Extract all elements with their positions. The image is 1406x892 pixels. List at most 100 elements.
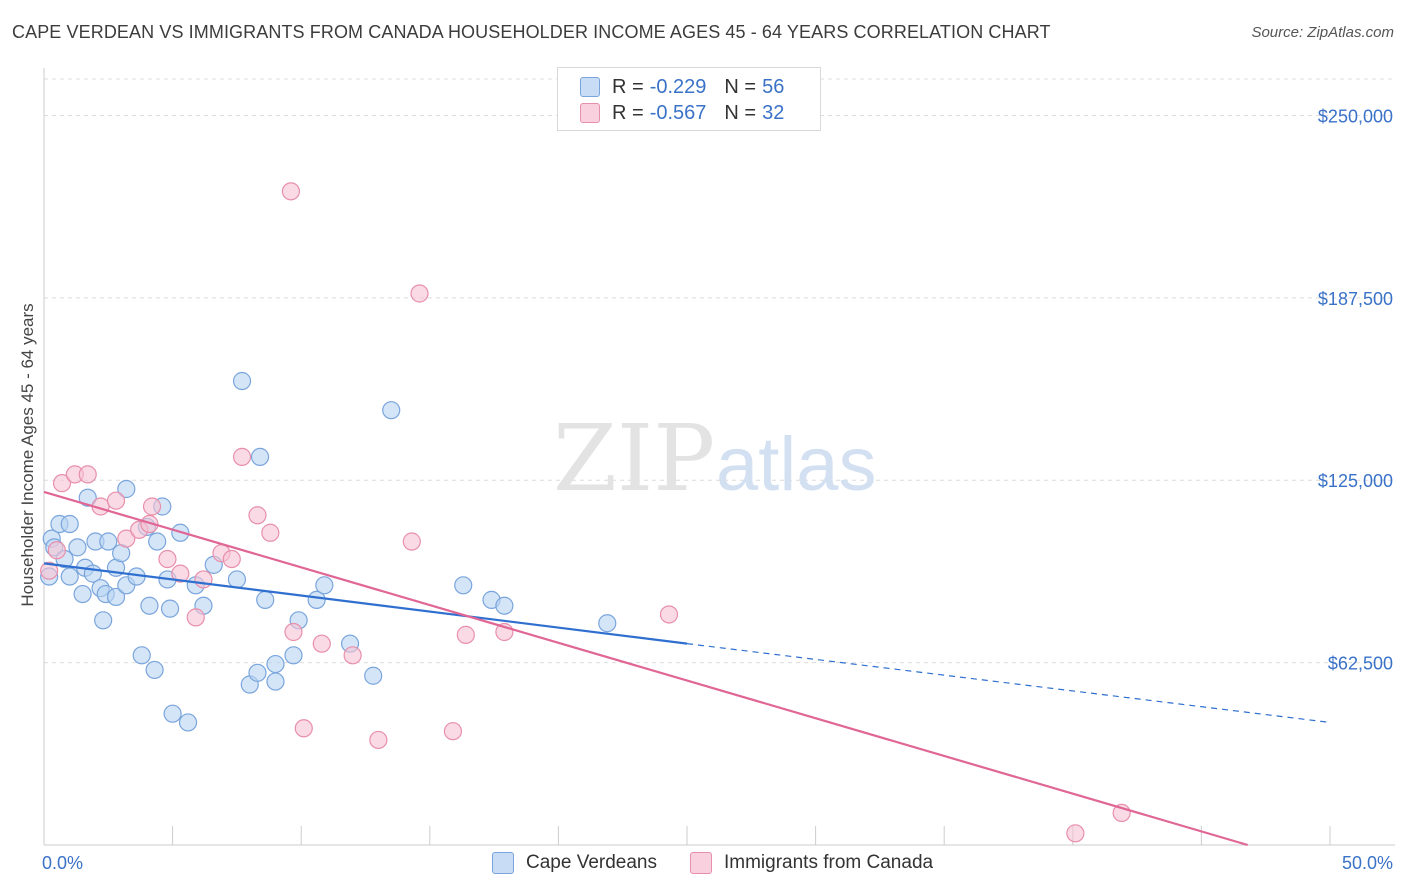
legend-r-value: -0.229 <box>649 75 707 98</box>
data-point <box>312 634 331 653</box>
data-point <box>382 401 401 420</box>
watermark-zip: ZIP <box>553 405 715 512</box>
trend-line-immigrants-canada <box>43 490 1249 847</box>
legend-swatch-blue <box>492 852 514 874</box>
legend-n-value: 56 <box>762 75 785 98</box>
data-point <box>261 523 280 542</box>
data-point <box>454 576 473 595</box>
x-tick-label-max: 50.0% <box>1342 853 1393 873</box>
chart-title: CAPE VERDEAN VS IMMIGRANTS FROM CANADA H… <box>12 22 1051 42</box>
y-tick-label: $187,500 <box>1318 289 1393 309</box>
data-point <box>194 570 213 589</box>
legend-label: Cape Verdeans <box>526 852 657 873</box>
data-point <box>178 713 198 732</box>
data-point <box>369 730 388 750</box>
data-point <box>78 465 97 484</box>
data-point <box>47 541 66 560</box>
data-point <box>186 608 205 627</box>
data-point <box>456 625 475 644</box>
legend-swatch-pink <box>690 852 712 874</box>
data-point <box>598 614 617 633</box>
legend-swatch-pink <box>580 103 600 123</box>
data-point <box>106 587 126 607</box>
data-point <box>140 514 159 534</box>
y-tick-label: $250,000 <box>1318 106 1393 126</box>
watermark: ZIP atlas <box>553 405 877 512</box>
data-point <box>232 447 252 466</box>
data-point <box>248 506 267 525</box>
data-point <box>163 704 182 723</box>
legend-item-cape-verdeans: Cape Verdeans <box>492 852 657 874</box>
x-tick-label-min: 0.0% <box>42 853 83 873</box>
data-point <box>402 532 421 551</box>
legend-label: Immigrants from Canada <box>724 852 934 873</box>
y-axis-label: Householder Income Ages 45 - 64 years <box>18 303 37 607</box>
data-point <box>132 646 151 665</box>
data-point <box>227 570 246 589</box>
legend-r-value: -0.567 <box>649 101 707 124</box>
data-point <box>99 532 118 551</box>
data-point <box>78 488 97 507</box>
source-credit: Source: ZipAtlas.com <box>1251 24 1394 41</box>
data-point <box>145 660 164 680</box>
data-point <box>495 596 514 615</box>
series-cape-verdeans-points <box>40 371 617 732</box>
data-point <box>284 622 303 642</box>
data-point <box>659 605 679 624</box>
data-point <box>142 497 162 516</box>
data-point <box>281 182 301 201</box>
data-point <box>443 722 463 741</box>
data-point <box>40 561 59 580</box>
data-point <box>158 549 177 569</box>
data-point <box>73 584 92 604</box>
trend-lines <box>43 490 1331 847</box>
data-point <box>266 654 285 674</box>
data-point <box>106 491 126 510</box>
data-point <box>343 646 362 665</box>
data-point <box>284 646 303 665</box>
data-point <box>94 611 113 630</box>
data-point <box>256 590 275 609</box>
data-point <box>364 666 383 685</box>
data-point <box>248 663 267 682</box>
data-point <box>117 529 136 548</box>
data-point <box>160 599 180 618</box>
data-point <box>307 590 326 609</box>
data-point <box>148 532 167 551</box>
legend-swatch-blue <box>580 77 600 97</box>
series-immigrants-canada-points <box>40 182 1131 843</box>
legend-row-cape-verdeans: R = -0.229 N = 56 <box>580 75 784 99</box>
data-point <box>222 549 241 569</box>
data-point <box>140 596 159 615</box>
y-tick-labels: $62,500 $125,000 $187,500 $250,000 <box>1318 106 1393 673</box>
data-point <box>171 564 190 583</box>
data-point <box>315 576 334 595</box>
grid-lines <box>44 78 1395 664</box>
y-tick-label: $125,000 <box>1318 471 1393 491</box>
legend-n-label: N = <box>724 75 757 98</box>
y-tick-label: $62,500 <box>1328 654 1393 674</box>
data-point <box>266 672 285 691</box>
data-point <box>52 474 72 493</box>
data-point <box>232 371 252 391</box>
data-point <box>250 447 270 466</box>
legend-n-label: N = <box>724 101 757 124</box>
legend-r-label: R = <box>612 101 644 124</box>
legend-item-immigrants-canada: Immigrants from Canada <box>690 852 933 874</box>
legend-r-label: R = <box>612 75 644 98</box>
correlation-legend: R = -0.229 N = 56 R = -0.567 N = 32 <box>557 67 821 131</box>
data-point <box>1066 824 1085 843</box>
data-point <box>117 479 136 499</box>
data-point <box>68 538 87 557</box>
x-tick-labels: 0.0% 50.0% <box>42 853 1393 873</box>
trend-line-cape-verdeans <box>43 562 688 645</box>
data-point <box>60 567 79 586</box>
legend-row-immigrants-canada: R = -0.567 N = 32 <box>580 101 784 125</box>
watermark-atlas: atlas <box>716 422 877 507</box>
data-point <box>60 514 79 534</box>
data-point <box>294 719 313 738</box>
series-legend: Cape Verdeans Immigrants from Canada <box>0 852 1406 878</box>
data-point <box>410 284 429 303</box>
trend-line-cape-verdeans-extension <box>686 643 1331 724</box>
